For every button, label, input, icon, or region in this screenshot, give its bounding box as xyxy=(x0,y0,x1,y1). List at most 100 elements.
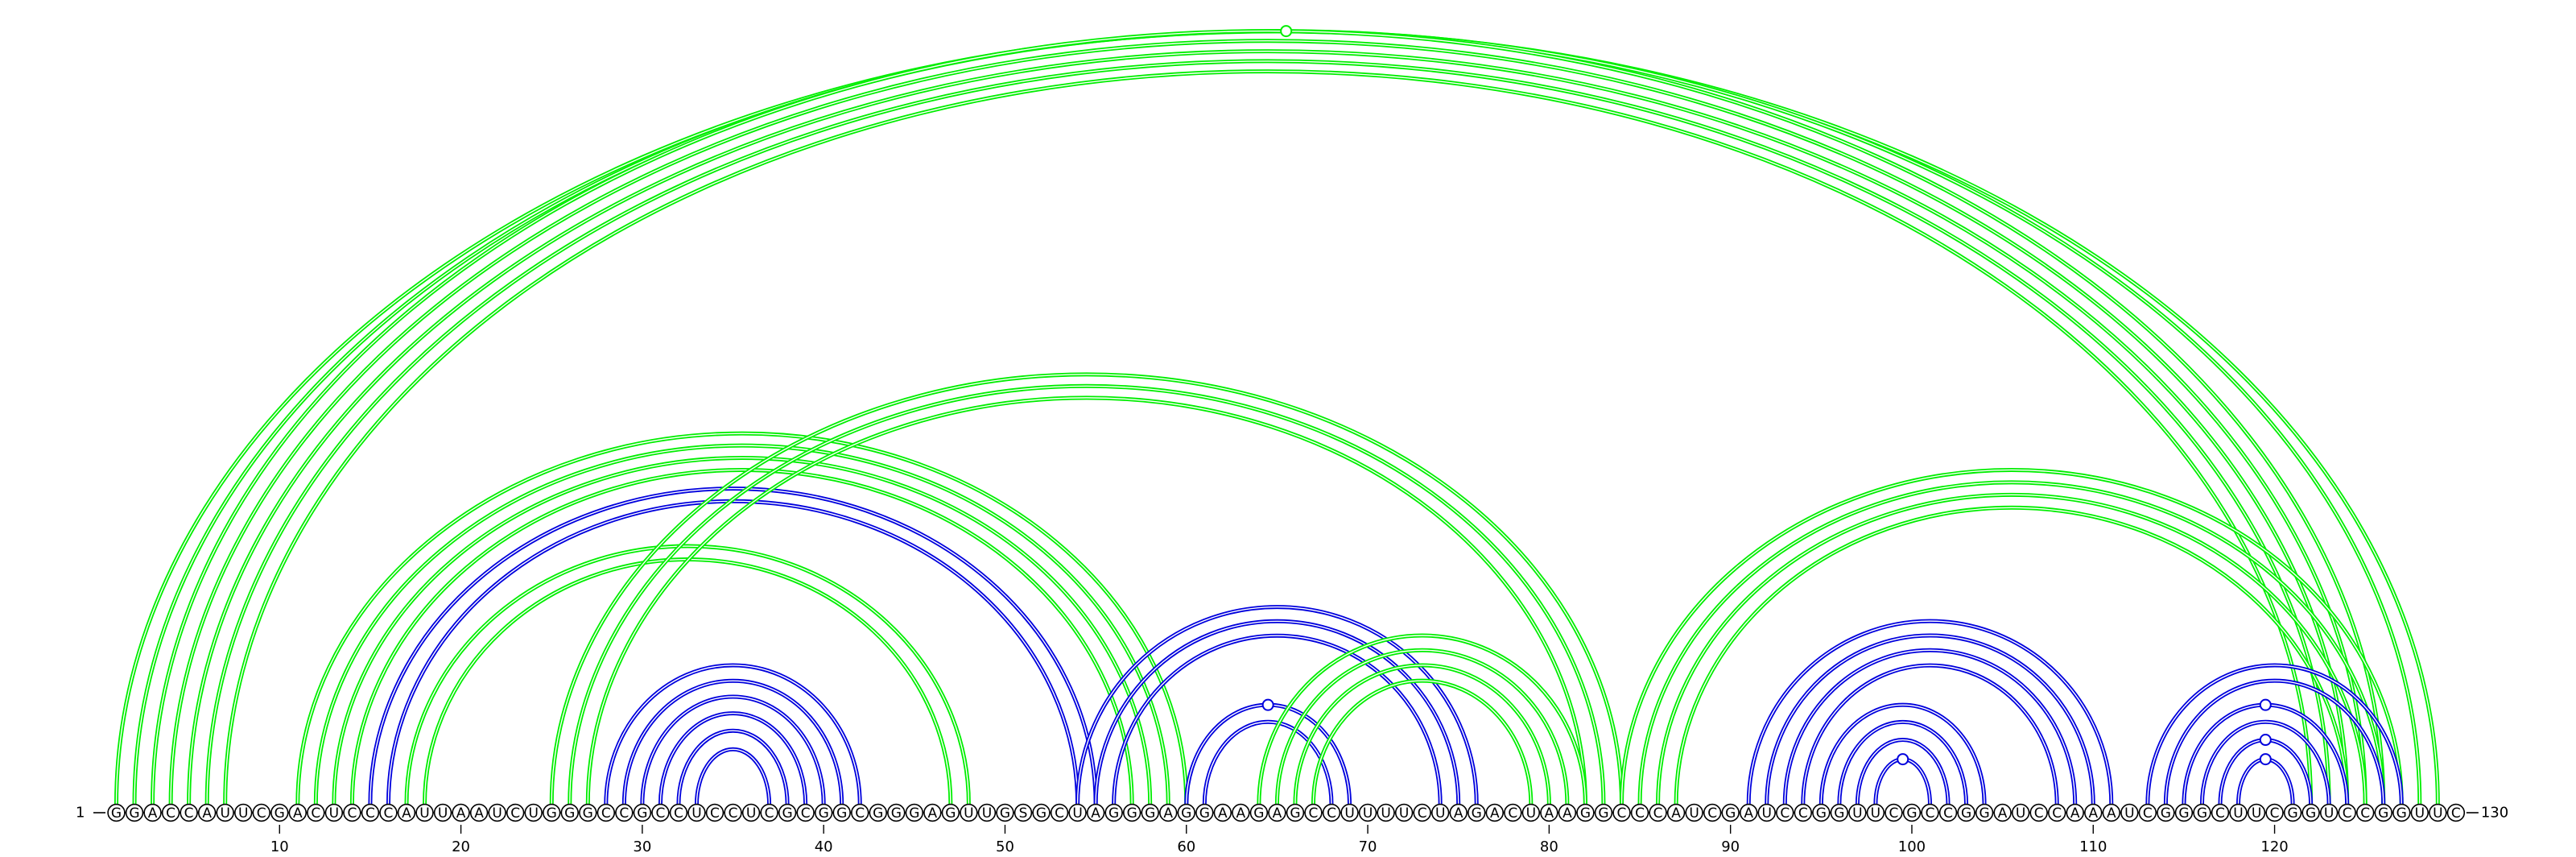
nucleotide-40: G xyxy=(814,803,833,822)
nucleotide-circle-130 xyxy=(2446,803,2466,822)
arc-gap-64-82 xyxy=(1258,635,1587,805)
nucleotide-circle-86 xyxy=(1649,803,1667,822)
arc-gap-29-41 xyxy=(623,680,843,805)
nucleotide-letter-23: C xyxy=(510,805,520,822)
nucleotide-circle-41 xyxy=(832,803,851,822)
arc-green-6-123 xyxy=(207,61,2329,805)
nucleotide-circle-45 xyxy=(905,803,924,822)
nucleotide-letter-130: C xyxy=(2451,805,2461,822)
tick-label-100: 100 xyxy=(1898,838,1926,855)
nucleotide-letter-89: C xyxy=(1707,805,1717,822)
nucleotide-58: G xyxy=(1141,803,1159,822)
nucleotide-circle-101 xyxy=(1921,803,1939,822)
nucleotide-circle-113 xyxy=(2138,803,2157,822)
nucleotide-circle-7 xyxy=(216,803,234,822)
nucleotide-circle-70 xyxy=(1358,803,1377,822)
nucleotide-circle-119 xyxy=(2247,803,2266,822)
nucleotide-80: A xyxy=(1540,803,1558,822)
nucleotide-126: G xyxy=(2374,803,2392,822)
nucleotide-circle-96 xyxy=(1830,803,1849,822)
nucleotide-circle-91 xyxy=(1740,803,1758,822)
arc-blue-118-121 xyxy=(2236,757,2295,805)
arc-blue-117-122 xyxy=(2218,738,2314,805)
nucleotide-letter-81: A xyxy=(1563,805,1572,822)
nucleotide-105: A xyxy=(1993,803,2012,822)
nucleotide-circle-22 xyxy=(488,803,506,822)
nucleotide-circle-12 xyxy=(307,803,325,822)
nucleotide-letter-111: A xyxy=(2107,805,2116,822)
nucleotide-circle-103 xyxy=(1957,803,1975,822)
nucleotide-circle-24 xyxy=(524,803,543,822)
nucleotide-circle-3 xyxy=(143,803,162,822)
position-axis: 10 20 30 40 50 60 70 80 90 100 110 120 xyxy=(270,825,2289,855)
nucleotide-letter-71: U xyxy=(1381,805,1390,822)
nucleotide-letter-18: U xyxy=(419,805,429,822)
nucleotide-circle-84 xyxy=(1612,803,1631,822)
nucleotide-letter-64: G xyxy=(1253,805,1264,822)
nucleotide-119: U xyxy=(2247,803,2266,822)
nucleotide-circle-123 xyxy=(2319,803,2339,822)
nucleotide-circle-116 xyxy=(2193,803,2211,822)
nucleotide-letter-30: G xyxy=(637,805,647,822)
nucleotide-108: C xyxy=(2048,803,2066,822)
nucleotide-letter-115: G xyxy=(2178,805,2189,822)
nucleotide-circle-100 xyxy=(1902,803,1922,822)
nucleotide-circle-104 xyxy=(1975,803,1994,822)
nucleotide-27: G xyxy=(579,803,597,822)
nucleotide-letter-65: A xyxy=(1273,805,1282,822)
nucleotide-letter-113: C xyxy=(2143,805,2153,822)
nucleotide-letter-100: G xyxy=(1906,805,1917,822)
nucleotide-102: C xyxy=(1938,803,1958,822)
arc-green-1-129 xyxy=(114,29,2440,805)
nucleotide-letter-83: G xyxy=(1598,805,1608,822)
nucleotide-100: G xyxy=(1902,803,1922,822)
nucleotide-129: U xyxy=(2429,803,2447,822)
nucleotide-106: U xyxy=(2011,803,2030,822)
nucleotide-122: G xyxy=(2301,803,2320,822)
arc-blue-31-39 xyxy=(658,711,808,805)
nucleotide-letter-126: G xyxy=(2378,805,2388,822)
nucleotide-83: G xyxy=(1594,803,1613,822)
nucleotide-56: G xyxy=(1104,803,1123,822)
nucleotide-104: G xyxy=(1975,803,1994,822)
nucleotide-2: G xyxy=(125,803,144,822)
arc-gap-27-82 xyxy=(587,397,1587,805)
nucleotide-letter-117: C xyxy=(2215,805,2225,822)
arc-gap-98-101 xyxy=(1875,758,1931,805)
nucleotide-circle-87 xyxy=(1666,803,1686,822)
nucleotide-1: G xyxy=(107,803,126,822)
nucleotide-letter-122: G xyxy=(2306,805,2316,822)
nucleotide-101: C xyxy=(1921,803,1939,822)
nucleotide-letter-12: C xyxy=(311,805,320,822)
nucleotide-71: U xyxy=(1377,803,1395,822)
arc-gap-66-80 xyxy=(1294,664,1550,805)
nucleotide-86: C xyxy=(1649,803,1667,822)
nucleotide-circle-62 xyxy=(1213,803,1232,822)
nucleotide-letter-21: A xyxy=(474,805,484,822)
nucleotide-letter-10: G xyxy=(275,805,285,822)
nucleotide-circle-117 xyxy=(2211,803,2230,822)
nucleotide-circle-93 xyxy=(1776,803,1794,822)
nucleotide-letter-28: C xyxy=(601,805,611,822)
arc-gap-13-58 xyxy=(333,457,1151,805)
nucleotide-letter-55: A xyxy=(1091,805,1100,822)
nucleotide-letter-119: U xyxy=(2252,805,2261,822)
nucleotide-circle-23 xyxy=(506,803,525,822)
nucleotide-letter-58: G xyxy=(1145,805,1155,822)
arc-gap-113-127 xyxy=(2147,664,2402,805)
nucleotide-circle-107 xyxy=(2029,803,2048,822)
nucleotide-letter-42: C xyxy=(855,805,865,822)
hairpin-marker-4 xyxy=(2259,698,2272,711)
nucleotide-letter-94: C xyxy=(1798,805,1808,822)
nucleotide-circle-95 xyxy=(1812,803,1831,822)
nucleotide-107: C xyxy=(2029,803,2048,822)
nucleotide-59: A xyxy=(1159,803,1178,822)
nucleotide-letter-109: A xyxy=(2070,805,2080,822)
nucleotide-61: G xyxy=(1195,803,1214,822)
nucleotide-circle-37 xyxy=(760,803,778,822)
nucleotide-circle-17 xyxy=(397,803,416,822)
nucleotide-113: C xyxy=(2138,803,2157,822)
nucleotide-circle-44 xyxy=(887,803,906,822)
nucleotide-letter-3: A xyxy=(148,805,158,822)
nucleotide-letter-33: U xyxy=(691,805,701,822)
